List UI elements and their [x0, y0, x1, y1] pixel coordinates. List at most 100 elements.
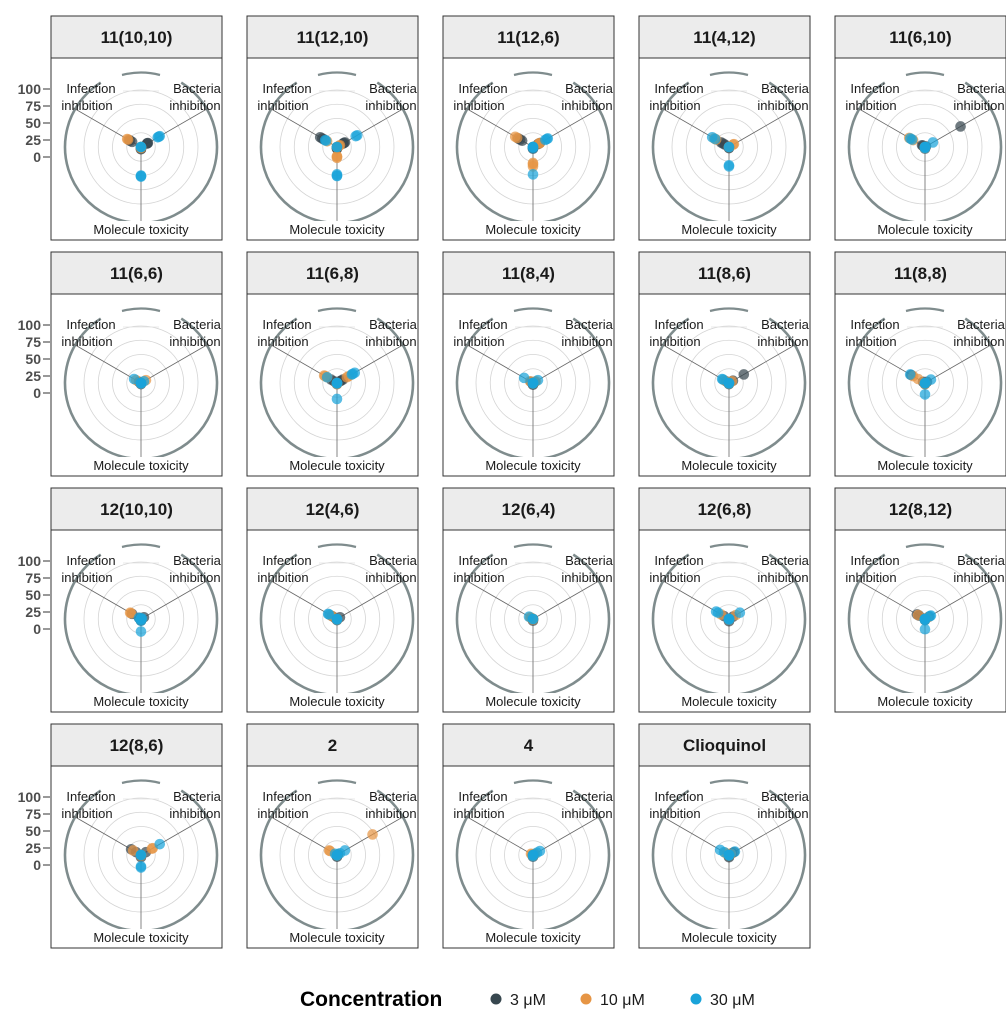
- axis-label-toxicity: Molecule toxicity: [289, 930, 385, 945]
- axis-label-line: Bacteria: [957, 317, 1005, 332]
- panel: 11(12,6) Infection inhibition Bacteria inhib…: [442, 15, 615, 241]
- label-bg: [867, 457, 983, 474]
- axis-label-bacteria: Bacteria inhibition: [953, 317, 1005, 349]
- data-point: [527, 613, 539, 625]
- axis-label-line: inhibition: [61, 806, 112, 821]
- axis-label-line: inhibition: [365, 98, 416, 113]
- axis-label-infection: Infection inhibition: [649, 789, 703, 821]
- data-point: [367, 829, 378, 840]
- panel-strip: [638, 487, 811, 531]
- data-point: [331, 614, 343, 625]
- data-point: [135, 141, 147, 153]
- panel-title: 2: [328, 736, 337, 755]
- data-point: [331, 378, 343, 389]
- axis-label-line: inhibition: [257, 98, 308, 113]
- axis-label-bacteria: Bacteria inhibition: [365, 789, 417, 821]
- panel-strip: [442, 251, 615, 295]
- legend-swatch: [490, 993, 502, 1005]
- data-point: [331, 141, 343, 153]
- radial-tick-label: 50: [25, 351, 41, 367]
- axis-label-line: Infection: [850, 317, 899, 332]
- outer-arc-top: [317, 71, 357, 77]
- panel: 4 Infection inhibition Bacteria inhibition Mo…: [442, 723, 615, 949]
- spoke-line: [465, 579, 534, 620]
- legend-swatch: [580, 993, 592, 1005]
- panel-strip: [442, 487, 615, 531]
- axis-label-line: inhibition: [649, 98, 700, 113]
- axis-label-line: Infection: [654, 81, 703, 96]
- axis-label-line: Infection: [850, 553, 899, 568]
- axis-label-line: inhibition: [453, 98, 504, 113]
- axis-label-toxicity: Molecule toxicity: [877, 222, 973, 237]
- axis-label-bacteria: Bacteria inhibition: [757, 317, 809, 349]
- axis-label-infection: Infection inhibition: [453, 81, 507, 113]
- panel-strip: [246, 251, 419, 295]
- axis-label-line: inhibition: [61, 570, 112, 585]
- legend-label: 3 μM: [510, 992, 546, 1009]
- axis-label-line: inhibition: [845, 570, 896, 585]
- radial-tick-label: 75: [25, 334, 41, 350]
- panel-plot: Infection inhibition Bacteria inhibition Mol…: [61, 779, 222, 946]
- data-point: [323, 609, 335, 620]
- data-point: [135, 849, 147, 861]
- radial-tick-label: 50: [25, 115, 41, 131]
- panel-strip: [50, 487, 223, 531]
- axis-label-infection: Infection inhibition: [61, 317, 115, 349]
- data-point: [919, 614, 931, 626]
- data-point: [906, 134, 918, 145]
- legend-label: 10 μM: [600, 992, 645, 1009]
- axis-label-infection: Infection inhibition: [61, 81, 115, 113]
- axis-label-line: inhibition: [61, 334, 112, 349]
- panel: 11(6,8) Infection inhibition Bacteria inhibi…: [246, 251, 419, 477]
- data-point: [320, 135, 332, 147]
- panel-plot: Infection inhibition Bacteria inhibition Mol…: [453, 307, 614, 474]
- panel-title: 12(6,4): [502, 500, 556, 519]
- axis-label-line: inhibition: [365, 806, 416, 821]
- axis-label-toxicity: Molecule toxicity: [485, 458, 581, 473]
- axis-label-line: Bacteria: [173, 789, 221, 804]
- spoke-line: [336, 579, 405, 620]
- axis-label-line: Bacteria: [565, 789, 613, 804]
- data-point: [135, 378, 147, 389]
- radial-tick-label: 75: [25, 98, 41, 114]
- axis-label-bacteria: Bacteria inhibition: [169, 789, 221, 821]
- legend-title: Concentration: [300, 988, 442, 1011]
- data-point: [346, 369, 358, 380]
- axis-label-line: Infection: [850, 81, 899, 96]
- radial-tick-label: 25: [25, 840, 41, 856]
- axis-label-infection: Infection inhibition: [257, 789, 311, 821]
- axis-label-infection: Infection inhibition: [61, 789, 115, 821]
- panel-title: 12(6,8): [698, 500, 752, 519]
- panel-strip: [442, 723, 615, 767]
- data-point: [541, 133, 553, 145]
- axis-label-line: Infection: [262, 553, 311, 568]
- panel-plot: Infection inhibition Bacteria inhibition Mol…: [61, 71, 222, 238]
- panel-strip: [442, 15, 615, 59]
- axis-label-line: Bacteria: [565, 317, 613, 332]
- data-point: [904, 369, 916, 380]
- data-point: [527, 142, 539, 154]
- panel-strip: [834, 15, 1006, 59]
- axis-label-line: inhibition: [453, 570, 504, 585]
- data-point: [527, 157, 539, 169]
- radial-tick-label: 50: [25, 823, 41, 839]
- axis-label-toxicity: Molecule toxicity: [681, 930, 777, 945]
- radial-tick-label: 0: [33, 149, 41, 165]
- axis-label-infection: Infection inhibition: [257, 81, 311, 113]
- spoke-line: [140, 343, 209, 384]
- panel-title: 4: [524, 736, 534, 755]
- axis-label-bacteria: Bacteria inhibition: [169, 81, 221, 113]
- spoke-line: [728, 815, 797, 856]
- label-bg: [279, 457, 395, 474]
- axis-label-bacteria: Bacteria inhibition: [169, 553, 221, 585]
- axis-label-line: inhibition: [257, 806, 308, 821]
- panel: Clioquinol Infection inhibition Bacteria inh…: [638, 723, 811, 949]
- panel: 12(6,4) Infection inhibition Bacteria inhibi…: [442, 487, 615, 713]
- data-point: [919, 389, 931, 400]
- axis-label-bacteria: Bacteria inhibition: [561, 81, 613, 113]
- axis-label-toxicity: Molecule toxicity: [681, 694, 777, 709]
- label-bg: [279, 929, 395, 946]
- panel: 11(10,10) Infection inhibition Bacteria inhi…: [50, 15, 223, 241]
- panel: 11(8,8) Infection inhibition Bacteria inhibi…: [834, 251, 1006, 477]
- data-point: [135, 170, 147, 182]
